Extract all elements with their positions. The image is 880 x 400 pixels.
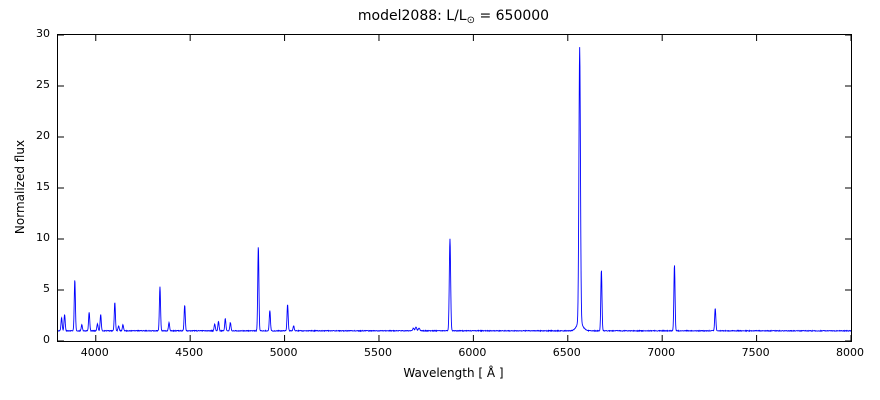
x-tick-label: 4500 — [175, 346, 204, 359]
plot-area — [57, 34, 852, 342]
x-tick-label: 6500 — [552, 346, 581, 359]
x-tick-label: 5500 — [363, 346, 392, 359]
chart-title: model2088: L/L⊙ = 650000 — [57, 8, 850, 26]
y-tick-label: 10 — [36, 231, 50, 244]
x-tick-label: 6000 — [458, 346, 487, 359]
chart-title-suffix: = 650000 — [475, 8, 550, 24]
y-tick-label: 25 — [36, 78, 50, 91]
y-tick-label: 30 — [36, 27, 50, 40]
x-tick-label: 5000 — [269, 346, 298, 359]
x-tick-label: 4000 — [80, 346, 109, 359]
spectrum-line — [58, 47, 851, 333]
y-tick-label: 15 — [36, 180, 50, 193]
x-tick-label: 8000 — [836, 346, 864, 359]
y-tick-label: 5 — [43, 282, 50, 295]
sun-symbol: ⊙ — [466, 15, 476, 26]
x-axis-label: Wavelength [ Å ] — [403, 366, 504, 380]
spectrum-plot — [58, 35, 851, 341]
x-tick-label: 7000 — [647, 346, 676, 359]
y-tick-label: 0 — [43, 333, 50, 346]
chart-title-prefix: model2088: L/L — [357, 8, 467, 24]
y-tick-label: 20 — [36, 129, 50, 142]
x-tick-label: 7500 — [741, 346, 770, 359]
